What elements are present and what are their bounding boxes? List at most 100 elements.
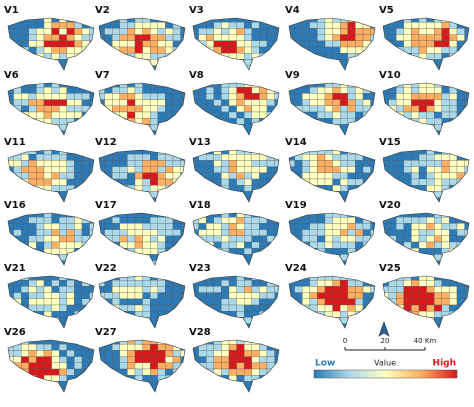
district [324,229,333,236]
district [43,356,52,363]
district [388,178,397,186]
district [206,286,214,293]
district [8,248,14,255]
boundary [98,17,186,71]
district [294,28,303,35]
district [127,124,136,131]
panel-label: V23 [189,263,211,274]
district [464,191,469,198]
district [213,229,222,236]
district [441,28,450,35]
district [206,223,214,230]
district [251,362,260,370]
district [59,213,67,218]
district [104,111,113,119]
district [456,248,465,255]
district [193,185,199,192]
district [244,223,252,230]
district [43,40,52,48]
district [134,317,143,324]
district [259,280,268,287]
district [213,317,222,324]
district [464,292,469,299]
district [127,59,136,66]
district [81,83,90,88]
district [43,229,52,236]
district [418,304,427,312]
district [157,362,166,370]
district [28,105,37,113]
panel-label: V20 [379,200,401,211]
district [172,166,181,173]
district [36,323,45,328]
district [193,93,199,100]
district [332,311,341,318]
district [274,344,279,351]
district [449,59,458,66]
district-map [98,275,186,329]
district [266,93,275,100]
district [28,235,37,243]
district [332,53,341,60]
district [193,241,199,249]
district [157,40,166,48]
district [259,93,268,100]
district [289,46,295,54]
district [89,124,94,131]
district [370,254,375,261]
boundary [288,17,376,71]
district [165,340,174,345]
district [221,298,230,306]
district [370,311,375,318]
district [309,34,318,41]
district [370,229,375,236]
district [434,83,442,88]
district [43,317,52,324]
district [309,254,318,261]
district [309,292,318,299]
district [180,248,185,255]
district [193,40,199,48]
district [362,59,371,66]
district [370,197,375,202]
district [456,53,465,60]
district [266,362,275,370]
district [274,53,279,60]
district [388,286,397,293]
district [198,34,207,41]
district [142,130,151,135]
district [302,118,310,125]
district [66,154,75,161]
district [59,304,67,312]
district [193,276,199,281]
district [142,40,151,48]
district [99,130,105,135]
district [347,241,356,249]
district [332,40,341,48]
district [172,28,181,35]
district [165,99,174,106]
district [441,105,450,113]
district [142,93,151,100]
district [165,350,174,357]
district [89,229,94,236]
district [172,260,181,265]
district [418,213,427,218]
district [193,311,199,318]
district [13,185,22,192]
district [251,223,260,230]
district [362,150,371,155]
district [59,356,67,363]
district [244,40,252,48]
district [51,260,60,265]
district [244,344,252,351]
boundary [7,275,95,329]
district [259,166,268,173]
district [434,185,442,192]
district [89,280,94,287]
district [206,118,214,125]
district [213,235,222,243]
district-map [7,82,95,136]
district [244,304,252,312]
district [59,217,67,224]
